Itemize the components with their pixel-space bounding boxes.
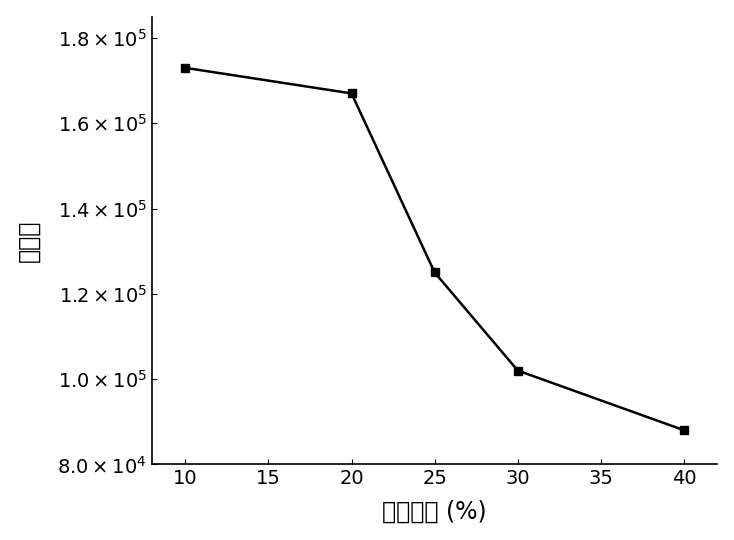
Y-axis label: 峰面积: 峰面积 — [17, 219, 40, 262]
X-axis label: 乙腼含量 (%): 乙腼含量 (%) — [382, 500, 487, 523]
